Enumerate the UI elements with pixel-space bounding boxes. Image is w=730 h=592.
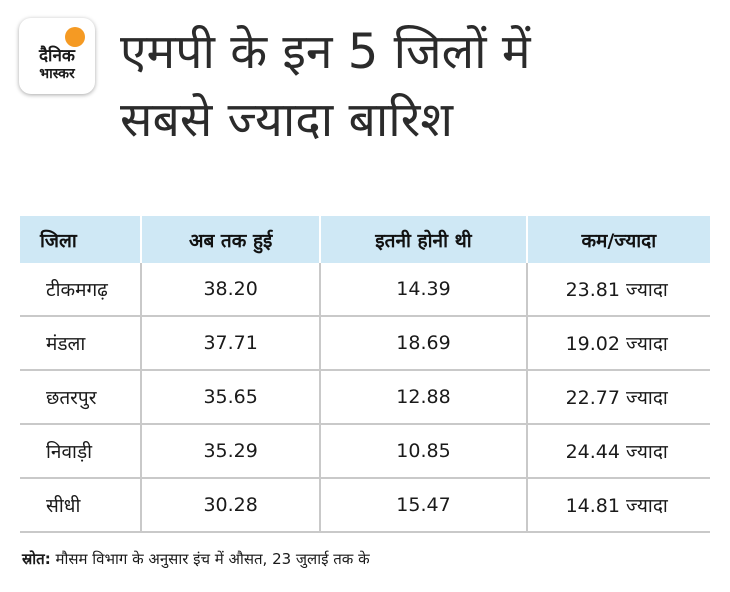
- table-header-row: जिला अब तक हुई इतनी होनी थी कम/ज्यादा: [20, 216, 710, 263]
- cell-expected: 18.69: [321, 317, 528, 369]
- difference-value: 22.77 ज्यादा: [565, 387, 668, 409]
- cell-district: छतरपुर: [20, 371, 142, 423]
- cell-difference: 19.02 ज्यादा: [528, 317, 710, 369]
- cell-difference: 22.77 ज्यादा: [528, 371, 710, 423]
- header-received: अब तक हुई: [188, 229, 273, 252]
- district-name: निवाड़ी: [46, 441, 93, 463]
- headline-line-1: एमपी के इन 5 जिलों में: [120, 24, 531, 80]
- table-row: टीकमगढ़ 38.20 14.39 23.81 ज्यादा: [20, 263, 710, 317]
- source-note: स्रोत: मौसम विभाग के अनुसार इंच में औसत,…: [22, 549, 370, 569]
- expected-value: 14.39: [396, 278, 451, 300]
- district-name: टीकमगढ़: [46, 279, 108, 301]
- cell-received: 30.28: [142, 479, 322, 531]
- header-cell-received: अब तक हुई: [142, 216, 322, 263]
- logo-word-2: भास्कर: [39, 66, 75, 82]
- header-expected: इतनी होनी थी: [375, 229, 472, 252]
- cell-difference: 14.81 ज्यादा: [528, 479, 710, 531]
- headline: एमपी के इन 5 जिलों में सबसे ज्यादा बारिश: [120, 18, 720, 154]
- district-name: सीधी: [46, 495, 81, 517]
- received-value: 38.20: [203, 278, 258, 300]
- cell-difference: 24.44 ज्यादा: [528, 425, 710, 477]
- received-value: 37.71: [203, 332, 258, 354]
- received-value: 30.28: [203, 494, 258, 516]
- table-row: छतरपुर 35.65 12.88 22.77 ज्यादा: [20, 371, 710, 425]
- received-value: 35.29: [203, 440, 258, 462]
- district-name: छतरपुर: [46, 387, 97, 409]
- headline-line-2: सबसे ज्यादा बारिश: [120, 92, 454, 148]
- cell-received: 35.29: [142, 425, 322, 477]
- source-label: स्रोत:: [22, 550, 51, 568]
- cell-received: 35.65: [142, 371, 322, 423]
- logo-word-1: दैनिक: [39, 46, 75, 66]
- cell-district: टीकमगढ़: [20, 263, 142, 315]
- cell-district: मंडला: [20, 317, 142, 369]
- table-row: सीधी 30.28 15.47 14.81 ज्यादा: [20, 479, 710, 533]
- difference-value: 14.81 ज्यादा: [565, 495, 668, 517]
- header-cell-district: जिला: [20, 216, 142, 263]
- expected-value: 10.85: [396, 440, 451, 462]
- source-text: मौसम विभाग के अनुसार इंच में औसत, 23 जुल…: [50, 550, 370, 568]
- expected-value: 15.47: [396, 494, 451, 516]
- difference-value: 24.44 ज्यादा: [565, 441, 668, 463]
- cell-district: सीधी: [20, 479, 142, 531]
- header-cell-expected: इतनी होनी थी: [321, 216, 528, 263]
- expected-value: 18.69: [396, 332, 451, 354]
- sun-icon: [65, 27, 85, 47]
- header-district: जिला: [40, 229, 77, 252]
- difference-value: 23.81 ज्यादा: [565, 279, 668, 301]
- table-row: निवाड़ी 35.29 10.85 24.44 ज्यादा: [20, 425, 710, 479]
- cell-difference: 23.81 ज्यादा: [528, 263, 710, 315]
- received-value: 35.65: [203, 386, 258, 408]
- cell-received: 37.71: [142, 317, 322, 369]
- dainik-bhaskar-logo: दैनिक भास्कर: [19, 18, 95, 94]
- difference-value: 19.02 ज्यादा: [565, 333, 668, 355]
- cell-district: निवाड़ी: [20, 425, 142, 477]
- cell-expected: 15.47: [321, 479, 528, 531]
- cell-expected: 10.85: [321, 425, 528, 477]
- cell-received: 38.20: [142, 263, 322, 315]
- cell-expected: 12.88: [321, 371, 528, 423]
- header-difference: कम/ज्यादा: [581, 229, 657, 252]
- district-name: मंडला: [46, 333, 86, 355]
- table-row: मंडला 37.71 18.69 19.02 ज्यादा: [20, 317, 710, 371]
- expected-value: 12.88: [396, 386, 451, 408]
- header-cell-difference: कम/ज्यादा: [528, 216, 710, 263]
- cell-expected: 14.39: [321, 263, 528, 315]
- rainfall-table: जिला अब तक हुई इतनी होनी थी कम/ज्यादा टी…: [20, 216, 710, 533]
